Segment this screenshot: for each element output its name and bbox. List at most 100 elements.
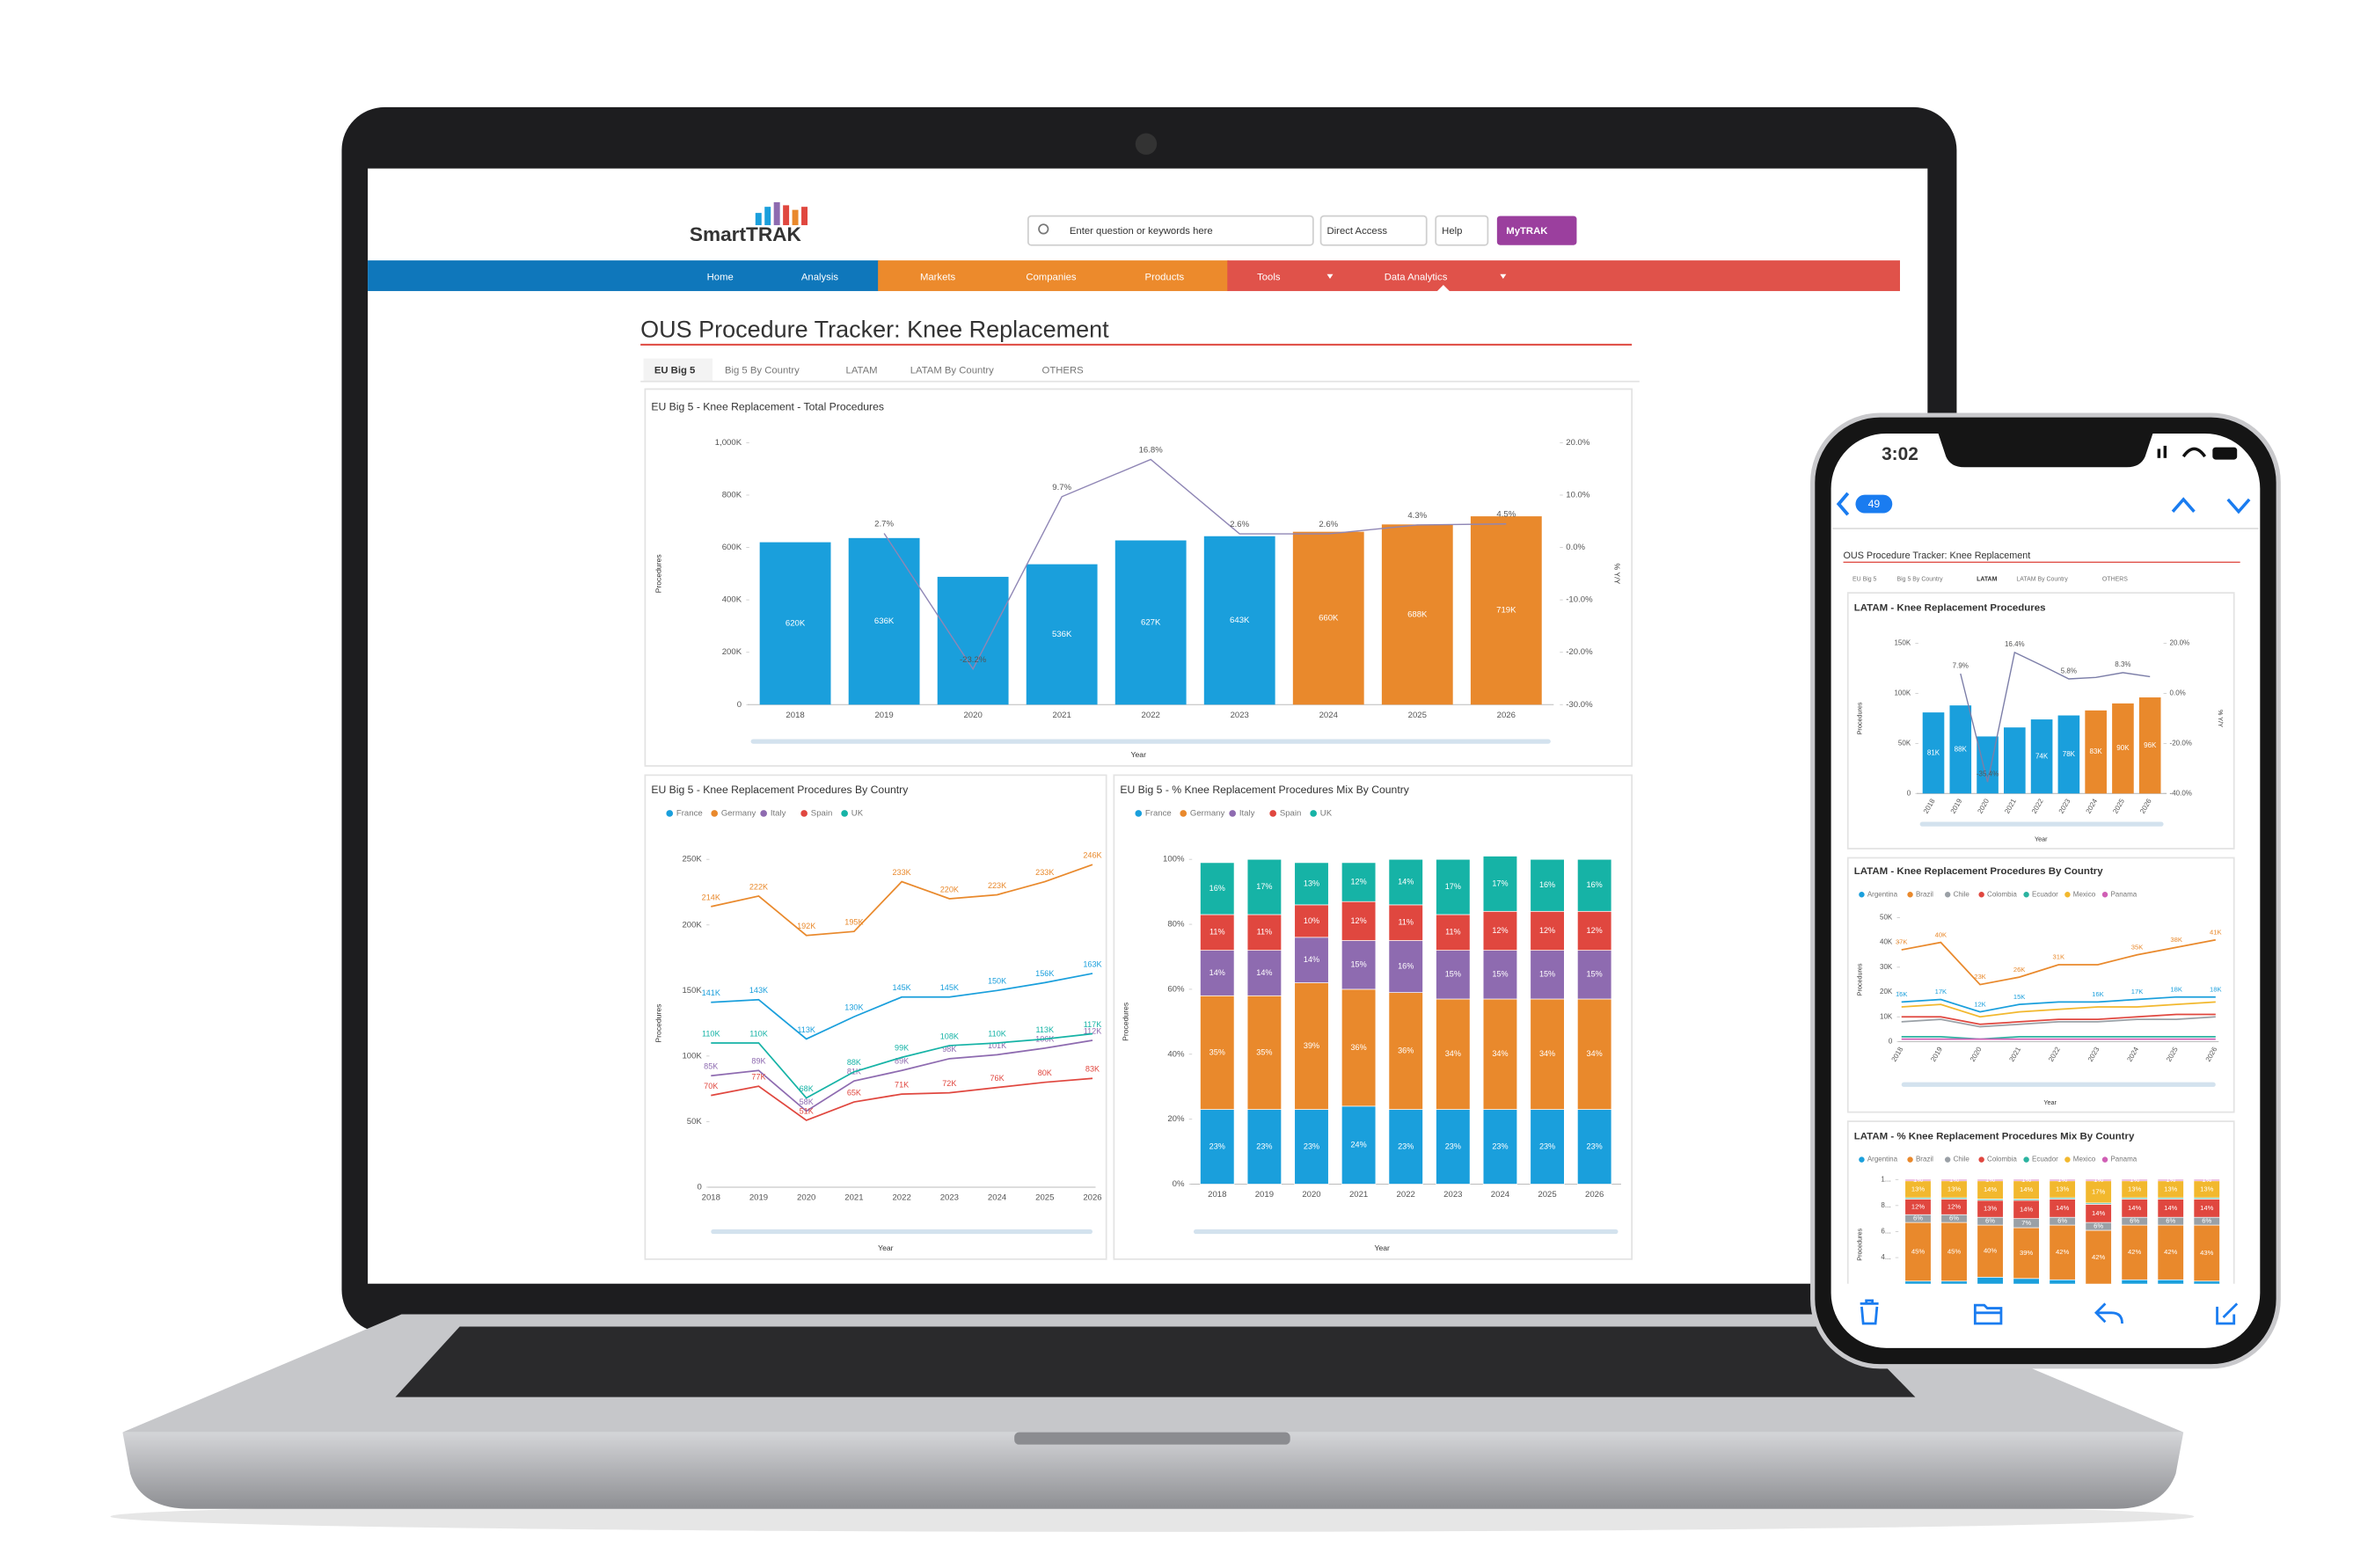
bar xyxy=(2057,715,2080,794)
nav-item[interactable]: Markets xyxy=(920,272,956,282)
legend-swatch xyxy=(2023,892,2029,898)
x-tick-label: 2024 xyxy=(1319,711,1339,720)
search-icon xyxy=(1038,223,1049,235)
tab[interactable]: LATAM By Country xyxy=(2016,576,2068,582)
direct-access-button[interactable] xyxy=(1319,215,1428,246)
nav-item[interactable]: Analysis xyxy=(801,272,838,282)
legend-swatch xyxy=(800,810,808,817)
bar xyxy=(759,542,831,705)
panel xyxy=(1113,774,1633,1260)
nav-item[interactable]: Data Analytics xyxy=(1385,272,1448,282)
legend-swatch xyxy=(1907,892,1913,898)
y2-tick-label: -30.0% xyxy=(1566,700,1593,710)
data-label: 12% xyxy=(1539,926,1555,935)
data-label: 5.8% xyxy=(2061,667,2077,675)
y-tick-label: 100% xyxy=(1163,855,1185,864)
y2-tick-label: -20.0% xyxy=(1566,647,1593,657)
data-label: 16K xyxy=(2092,990,2104,998)
legend-swatch xyxy=(1310,810,1317,817)
x-tick-label: 2020 xyxy=(963,711,982,720)
tab[interactable]: Big 5 By Country xyxy=(1896,576,1943,582)
line xyxy=(1901,995,2216,1013)
tab[interactable]: EU Big 5 xyxy=(654,366,696,376)
data-label: 6% xyxy=(1985,1217,1995,1225)
bar-segment xyxy=(1341,901,1377,941)
line xyxy=(711,973,1093,1040)
back-button[interactable] xyxy=(1836,492,1850,516)
next-button[interactable] xyxy=(2226,498,2251,514)
x-tick-label: 2020 xyxy=(1302,1190,1320,1200)
legend-label: UK xyxy=(1320,808,1333,818)
bar xyxy=(1470,516,1542,705)
legend-swatch xyxy=(760,810,767,817)
bar-segment xyxy=(1977,1178,2004,1182)
data-label: 101K xyxy=(988,1041,1006,1050)
data-label: 17K xyxy=(1935,988,1948,995)
data-label: 143K xyxy=(749,986,768,995)
bar-segment xyxy=(1940,1178,1968,1182)
tab[interactable]: Big 5 By Country xyxy=(725,366,800,376)
data-label: 51K xyxy=(800,1106,814,1115)
data-label: 6% xyxy=(2202,1217,2211,1225)
previous-button[interactable] xyxy=(2171,497,2196,513)
phone-charts: LATAM - Knee Replacement Procedures 0 50K 1… xyxy=(1854,603,2225,1284)
bar-segment xyxy=(1341,988,1377,1107)
data-label: 24% xyxy=(1351,1141,1367,1149)
legend-swatch xyxy=(1135,810,1143,817)
tab[interactable]: LATAM xyxy=(846,366,878,376)
tab[interactable]: LATAM By Country xyxy=(910,366,994,376)
bar-segment xyxy=(1530,1109,1565,1185)
compose-button[interactable] xyxy=(2216,1302,2239,1325)
tab[interactable]: OTHERS xyxy=(1042,366,1085,376)
data-label: 35% xyxy=(1256,1047,1272,1056)
logo-bar xyxy=(801,207,808,226)
bar-segment xyxy=(1246,1109,1282,1185)
data-label: 620K xyxy=(786,618,806,628)
line xyxy=(1901,1001,2216,1018)
folder-button[interactable] xyxy=(1973,1303,2003,1325)
battery xyxy=(2212,447,2238,460)
data-label: 34% xyxy=(1445,1049,1461,1058)
laptop-base xyxy=(122,1432,2184,1509)
data-label: 13% xyxy=(2164,1185,2177,1192)
legend-label: Argentina xyxy=(1867,1156,1898,1163)
y-tick-label: 100K xyxy=(682,1051,702,1061)
legend-label: Italy xyxy=(771,808,786,818)
data-label: 14% xyxy=(1398,877,1414,886)
tab[interactable]: LATAM xyxy=(1977,576,1998,582)
data-label: 14% xyxy=(2092,1209,2105,1217)
reply-button[interactable] xyxy=(2094,1302,2123,1324)
tab[interactable]: EU Big 5 xyxy=(1852,576,1877,582)
data-label: 15% xyxy=(1351,960,1367,969)
y-axis-label: Procedures xyxy=(1856,702,1864,734)
data-label: 2.6% xyxy=(1319,520,1338,529)
nav-item[interactable]: Products xyxy=(1145,272,1185,282)
legend-swatch xyxy=(841,810,848,817)
data-label: 7% xyxy=(2021,1219,2031,1227)
data-label: 643K xyxy=(1230,616,1250,625)
help-button[interactable] xyxy=(1435,215,1489,246)
y-tick-label: 20K xyxy=(1880,988,1893,995)
tab[interactable]: OTHERS xyxy=(2102,576,2128,582)
page-title: OUS Procedure Tracker: Knee Replacement xyxy=(1844,551,2031,561)
signal xyxy=(2157,449,2161,458)
nav-item[interactable]: Companies xyxy=(1026,272,1077,282)
phone-screen xyxy=(1831,433,2261,1348)
legend-swatch xyxy=(1944,892,1951,898)
nav-item[interactable]: Home xyxy=(707,272,734,282)
bar-segment xyxy=(1977,1224,2004,1278)
line xyxy=(1901,938,2216,986)
bar-segment xyxy=(1904,1222,1932,1282)
delete-button[interactable] xyxy=(1860,1299,1879,1325)
bar-segment xyxy=(1200,995,1235,1110)
search-box[interactable] xyxy=(1027,215,1314,246)
data-label: 233K xyxy=(1035,868,1054,877)
x-axis-label: Year xyxy=(878,1243,894,1252)
nav-item[interactable]: Tools xyxy=(1257,272,1281,282)
bar-segment xyxy=(1577,910,1612,951)
y-tick-label: 4... xyxy=(1881,1253,1890,1261)
legend-swatch xyxy=(1907,1156,1913,1163)
mytrak-button[interactable] xyxy=(1496,215,1577,245)
data-label: 42% xyxy=(2164,1248,2177,1256)
nav-segment xyxy=(1227,260,1900,291)
